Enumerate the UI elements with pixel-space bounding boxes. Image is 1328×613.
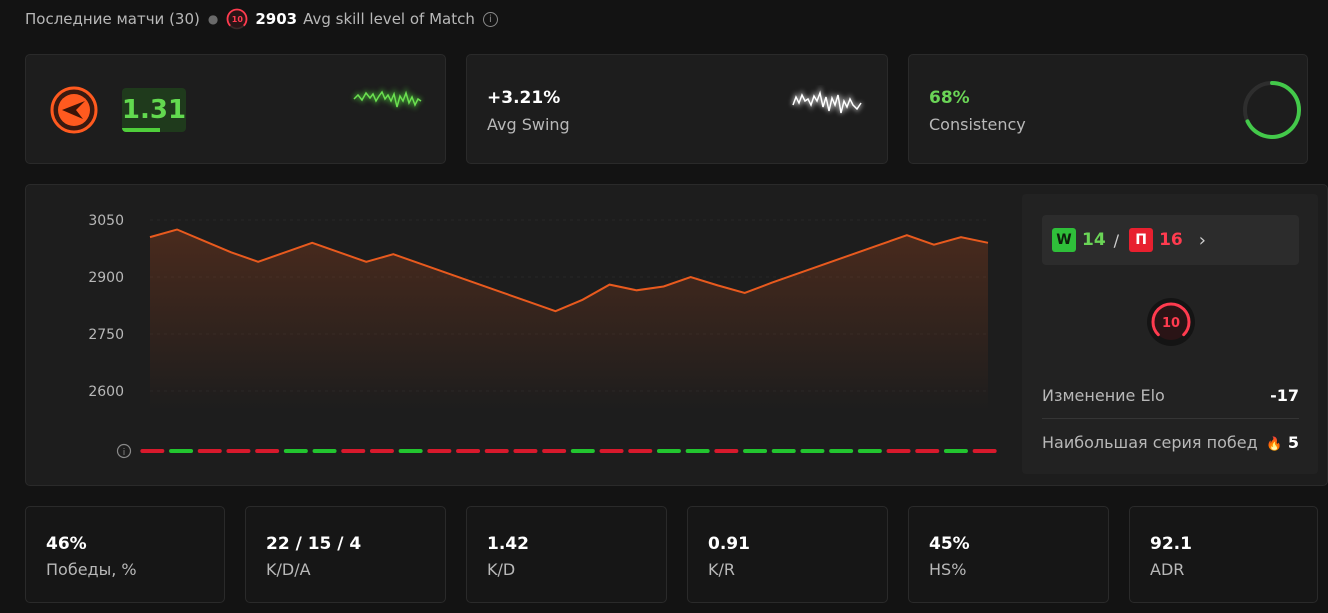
stat-label: Победы, %	[46, 560, 137, 579]
rating-value: 1.31	[122, 95, 186, 125]
divider	[1042, 418, 1299, 419]
elo-chart: 3050 2900 2750 2600 i	[88, 213, 997, 459]
skill-level-10-icon: 10	[1147, 298, 1195, 346]
win-streak-label: Наибольшая серия побед	[1042, 433, 1258, 452]
consistency-card: 68% Consistency	[908, 54, 1308, 164]
y-tick-label: 2750	[88, 327, 124, 343]
elo-line	[149, 228, 989, 313]
avg-swing-value: +3.21%	[487, 88, 561, 108]
avg-elo-label: Avg skill level of Match	[303, 10, 475, 28]
elo-change-row: Изменение Elo -17	[1042, 386, 1299, 405]
stat-label: HS%	[929, 560, 967, 579]
stat-value: 45%	[929, 534, 970, 554]
win-loss-summary[interactable]: W 14 / П 16 ›	[1042, 215, 1299, 265]
consistency-ring	[1243, 81, 1301, 139]
swing-sparkline	[791, 85, 863, 114]
win-loss-separator: /	[1113, 230, 1120, 250]
info-icon[interactable]: i	[482, 11, 498, 27]
skill-level-big-value: 10	[1162, 316, 1180, 331]
stat-value: 0.91	[708, 534, 750, 554]
stat-card-kr: 0.91 K/R	[687, 506, 888, 603]
recent-matches-title: Последние матчи (30)	[25, 10, 200, 28]
y-tick-label: 2600	[88, 384, 124, 400]
avg-swing-label: Avg Swing	[487, 115, 570, 134]
skill-level-badge: 10	[226, 8, 248, 30]
stat-value: 22 / 15 / 4	[266, 534, 362, 554]
stat-label: K/D/A	[266, 560, 311, 579]
elo-area	[150, 229, 988, 410]
stat-card-kd: 1.42 K/D	[466, 506, 667, 603]
stat-label: K/D	[487, 560, 516, 579]
win-streak-value: 5	[1287, 433, 1299, 452]
stat-card-kda: 22 / 15 / 4 K/D/A	[245, 506, 446, 603]
wins-count: 14	[1082, 230, 1106, 250]
svg-text:i: i	[123, 448, 126, 458]
stat-label: K/R	[708, 560, 735, 579]
consistency-arc	[1243, 81, 1301, 139]
rating-card: 1.31	[25, 54, 446, 164]
chart-info-icon[interactable]: i	[116, 443, 132, 459]
rating-progress-bar	[122, 128, 161, 132]
losses-count: 16	[1159, 230, 1183, 250]
y-tick-label: 2900	[88, 270, 124, 286]
separator-dot: ●	[207, 12, 219, 26]
wins-badge: W	[1052, 228, 1076, 252]
stat-card-adr: 92.1 ADR	[1129, 506, 1318, 603]
stat-value: 46%	[46, 534, 87, 554]
skill-level-value: 10	[231, 14, 243, 24]
match-summary-panel: W 14 / П 16 › 10 Изменение Elo -17 Наибо…	[1022, 194, 1318, 474]
win-streak-row: Наибольшая серия побед 🔥 5	[1042, 433, 1299, 452]
stat-label: ADR	[1150, 560, 1185, 579]
recent-matches-header: Последние матчи (30) ● 10 2903 Avg skill…	[25, 8, 498, 30]
elo-change-value: -17	[1270, 386, 1299, 405]
stat-value: 92.1	[1150, 534, 1192, 554]
y-tick-label: 3050	[88, 213, 124, 229]
stat-value: 1.42	[487, 534, 529, 554]
consistency-label: Consistency	[929, 115, 1026, 134]
rating-sparkline	[352, 86, 423, 110]
rating-logo-icon	[50, 86, 98, 134]
avg-swing-card: +3.21% Avg Swing	[466, 54, 888, 164]
chevron-right-icon[interactable]: ›	[1198, 229, 1206, 251]
fire-icon: 🔥	[1266, 437, 1283, 452]
avg-elo-value: 2903	[255, 10, 298, 28]
rating-value-box: 1.31	[122, 88, 186, 132]
win-streak-value-group: 🔥 5	[1266, 433, 1299, 452]
losses-badge: П	[1129, 228, 1154, 252]
consistency-value: 68%	[929, 88, 970, 108]
elo-change-label: Изменение Elo	[1042, 386, 1165, 405]
stat-card-winrate: 46% Победы, %	[25, 506, 225, 603]
stat-card-hs: 45% HS%	[908, 506, 1109, 603]
